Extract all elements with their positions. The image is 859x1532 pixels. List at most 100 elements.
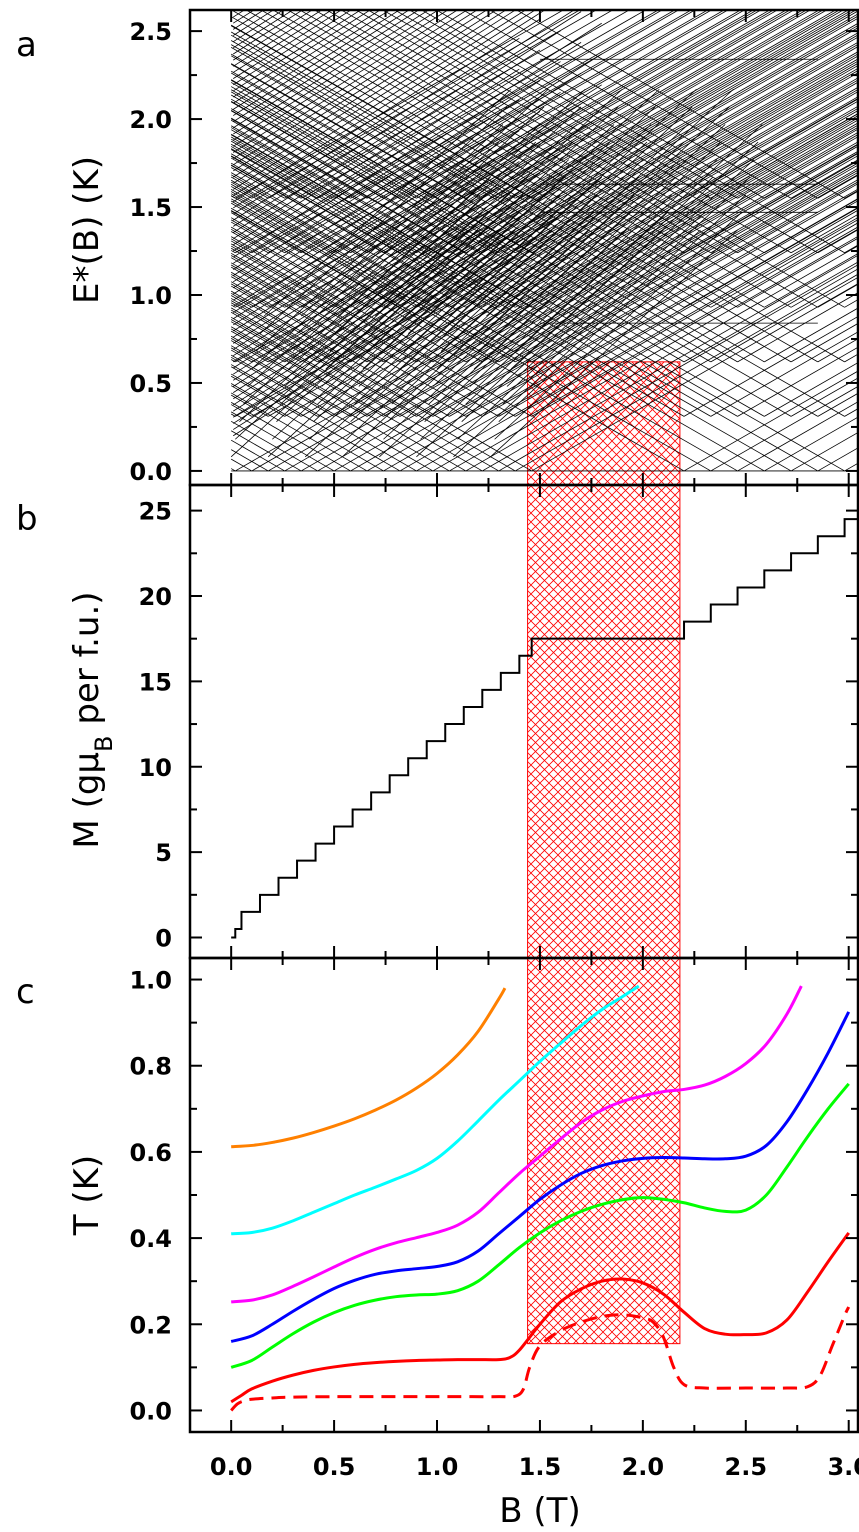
level-line: [230, 458, 252, 472]
level-line: [230, 354, 434, 472]
ylabel-c: T (K): [67, 1155, 107, 1236]
level-line: [268, 131, 859, 472]
level-line: [233, 10, 304, 55]
level-line: [317, 159, 859, 472]
level-line: [407, 106, 656, 334]
level-line: [230, 183, 351, 254]
level-line: [230, 162, 483, 308]
level-line: [230, 210, 401, 308]
x-tick-label: 0.5: [313, 1453, 356, 1481]
level-line: [333, 60, 859, 363]
level-line: [233, 68, 520, 252]
level-line: [280, 176, 528, 405]
level-line: [366, 10, 791, 254]
level-line: [233, 80, 541, 276]
level-line: [230, 349, 252, 363]
level-line: [333, 114, 859, 417]
level-line: [230, 193, 335, 254]
level-line: [465, 244, 859, 472]
level-line: [366, 188, 859, 472]
level-line: [230, 134, 532, 308]
level-line: [498, 263, 859, 472]
level-line: [233, 10, 313, 61]
level-line: [284, 159, 532, 387]
level-line: [230, 364, 417, 472]
level-line: [230, 345, 450, 472]
x-tick-label: 3.0: [827, 1453, 859, 1481]
level-line: [230, 86, 711, 363]
level-line: [321, 159, 570, 387]
level-line: [737, 291, 859, 363]
level-line: [465, 176, 714, 405]
y-tick-label: 0.4: [129, 1225, 172, 1253]
level-line: [383, 10, 808, 254]
level-line: [233, 153, 561, 363]
level-line: [395, 159, 644, 387]
level-line: [362, 141, 611, 370]
frame-b: [188, 483, 859, 960]
panel-label-c: c: [16, 972, 35, 1012]
level-line: [498, 100, 859, 308]
level-line: [350, 178, 859, 472]
frame-c: [188, 956, 859, 1434]
level-line: [317, 10, 742, 254]
level-line: [233, 203, 541, 400]
y-tick-label: 2.5: [129, 18, 172, 46]
level-line: [325, 10, 845, 308]
level-line: [235, 112, 859, 472]
curve-3: [230, 1011, 851, 1343]
level-line: [683, 97, 859, 199]
y-tick-label: 0.0: [129, 1397, 172, 1425]
panel-label-a: a: [16, 25, 37, 65]
level-line: [531, 228, 859, 417]
level-line: [230, 79, 532, 254]
level-line: [494, 212, 742, 440]
level-line: [408, 10, 738, 199]
level-line: [333, 10, 758, 254]
y-tick-label: 25: [139, 498, 172, 526]
level-line: [233, 10, 401, 116]
level-line: [230, 53, 483, 199]
level-line: [710, 276, 859, 363]
level-line: [449, 71, 859, 308]
level-line: [233, 99, 520, 283]
level-line: [498, 154, 859, 363]
level-line: [230, 264, 401, 363]
level-line: [300, 150, 859, 472]
level-line: [230, 283, 368, 363]
level-line: [416, 161, 859, 417]
level-line: [683, 315, 859, 417]
level-line: [230, 94, 792, 417]
level-line: [337, 88, 586, 317]
level-line: [366, 133, 859, 417]
level-line: [387, 194, 635, 422]
level-line: [233, 42, 582, 264]
level-line: [233, 161, 520, 344]
level-line: [230, 290, 450, 417]
level-line: [230, 10, 845, 363]
level-line: [531, 10, 859, 199]
y-tick-label: 15: [139, 668, 172, 696]
y-tick-label: 1.0: [129, 282, 172, 310]
level-line: [477, 124, 726, 352]
level-line: [350, 10, 775, 254]
level-line: [370, 106, 619, 334]
y-tick-label: 0.8: [129, 1053, 172, 1081]
level-line: [506, 159, 755, 387]
level-line: [230, 394, 269, 417]
level-line: [737, 182, 859, 254]
level-line: [764, 197, 859, 254]
level-line: [230, 110, 765, 417]
x-tick-label: 1.0: [416, 1453, 459, 1481]
level-line: [230, 285, 269, 308]
level-line: [233, 176, 602, 412]
level-line: [424, 194, 672, 422]
curve-5: [230, 1232, 850, 1404]
level-line: [230, 319, 401, 417]
level-line: [498, 194, 747, 422]
level-line: [230, 347, 351, 417]
level-line: [233, 10, 517, 190]
level-line: [233, 10, 410, 123]
level-line: [233, 10, 507, 184]
